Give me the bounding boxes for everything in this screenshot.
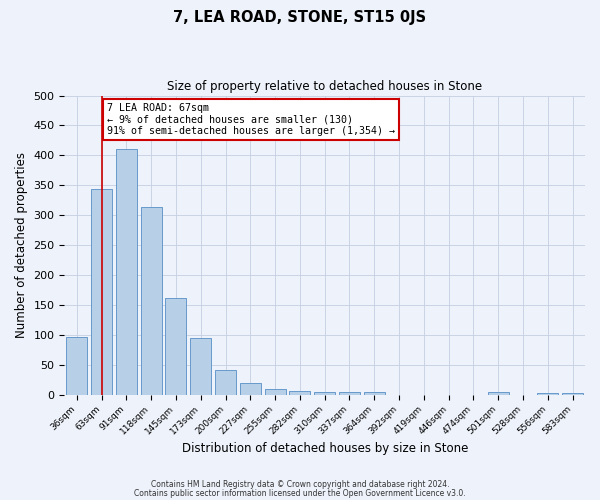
Bar <box>240 382 261 394</box>
Title: Size of property relative to detached houses in Stone: Size of property relative to detached ho… <box>167 80 482 93</box>
Bar <box>289 391 310 394</box>
Bar <box>140 207 162 394</box>
Bar <box>562 393 583 394</box>
X-axis label: Distribution of detached houses by size in Stone: Distribution of detached houses by size … <box>182 442 468 455</box>
Bar <box>215 370 236 394</box>
Text: 7 LEA ROAD: 67sqm
← 9% of detached houses are smaller (130)
91% of semi-detached: 7 LEA ROAD: 67sqm ← 9% of detached house… <box>107 102 395 136</box>
Bar <box>116 150 137 394</box>
Text: Contains public sector information licensed under the Open Government Licence v3: Contains public sector information licen… <box>134 489 466 498</box>
Text: 7, LEA ROAD, STONE, ST15 0JS: 7, LEA ROAD, STONE, ST15 0JS <box>173 10 427 25</box>
Bar <box>537 393 559 394</box>
Bar <box>66 336 88 394</box>
Y-axis label: Number of detached properties: Number of detached properties <box>15 152 28 338</box>
Bar <box>166 298 187 394</box>
Bar <box>314 392 335 394</box>
Text: Contains HM Land Registry data © Crown copyright and database right 2024.: Contains HM Land Registry data © Crown c… <box>151 480 449 489</box>
Bar <box>364 392 385 394</box>
Bar <box>488 392 509 394</box>
Bar <box>190 338 211 394</box>
Bar <box>91 190 112 394</box>
Bar <box>339 392 360 394</box>
Bar <box>265 388 286 394</box>
